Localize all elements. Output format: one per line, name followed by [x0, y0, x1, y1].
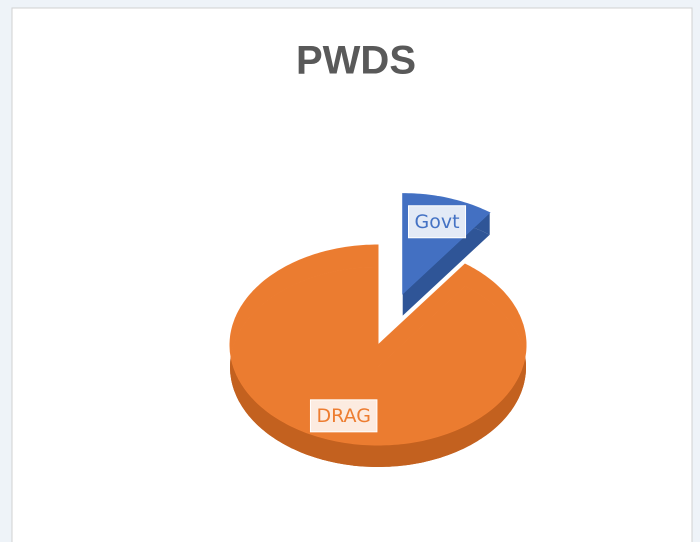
- data-label-box: [407, 205, 467, 239]
- data-label: Govt: [414, 211, 459, 233]
- chart-title: PWDS: [296, 39, 416, 83]
- data-label-box: [309, 399, 378, 433]
- data-label: DRAG: [316, 405, 370, 427]
- pie-slice: [229, 244, 527, 446]
